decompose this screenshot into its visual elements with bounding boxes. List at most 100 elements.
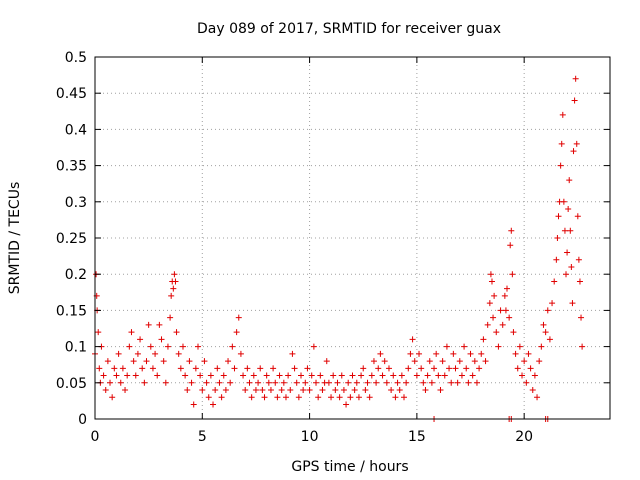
- data-point: [278, 387, 285, 394]
- data-point: [452, 365, 459, 372]
- data-point: [471, 358, 478, 365]
- data-point: [576, 278, 583, 285]
- data-point: [137, 336, 144, 343]
- data-point: [525, 350, 532, 357]
- data-point: [405, 365, 412, 372]
- data-point: [220, 372, 227, 379]
- y-tick-label: 0.45: [56, 86, 87, 102]
- data-point: [96, 365, 103, 372]
- data-point: [158, 336, 165, 343]
- data-point: [487, 271, 494, 278]
- data-point: [199, 387, 206, 394]
- data-point: [244, 365, 251, 372]
- data-point: [377, 350, 384, 357]
- x-axis-ticks: 0 5 10 15 20: [91, 57, 533, 445]
- data-point: [559, 111, 566, 118]
- data-point: [274, 394, 281, 401]
- data-point: [282, 394, 289, 401]
- data-point: [147, 343, 154, 350]
- data-point: [225, 358, 232, 365]
- data-point: [351, 387, 358, 394]
- data-point: [145, 321, 152, 328]
- data-point: [156, 321, 163, 328]
- data-point: [495, 343, 502, 350]
- data-point: [420, 379, 427, 386]
- data-point: [235, 314, 242, 321]
- data-point: [443, 343, 450, 350]
- data-point: [340, 387, 347, 394]
- data-point: [573, 140, 580, 147]
- data-point: [212, 387, 219, 394]
- data-point: [177, 365, 184, 372]
- data-point: [355, 394, 362, 401]
- data-point: [476, 365, 483, 372]
- data-point: [401, 394, 407, 401]
- data-point: [516, 343, 523, 350]
- data-point: [175, 350, 182, 357]
- data-point: [571, 97, 578, 104]
- data-point: [186, 358, 193, 365]
- data-point: [270, 365, 277, 372]
- data-point: [431, 365, 438, 372]
- data-point: [109, 394, 116, 401]
- data-point: [519, 372, 526, 379]
- data-point: [506, 314, 513, 321]
- data-point: [207, 372, 214, 379]
- y-tick-label: 0.3: [65, 195, 87, 211]
- data-point: [168, 292, 175, 299]
- data-point: [267, 387, 274, 394]
- data-point: [375, 365, 382, 372]
- data-point: [222, 387, 229, 394]
- data-point: [426, 358, 433, 365]
- data-point: [323, 358, 330, 365]
- data-point: [456, 358, 463, 365]
- data-point: [252, 387, 259, 394]
- data-point: [104, 358, 111, 365]
- data-point: [388, 387, 395, 394]
- data-point: [100, 372, 107, 379]
- data-point: [566, 177, 573, 184]
- data-point: [130, 358, 137, 365]
- data-point: [409, 336, 416, 343]
- y-tick-label: 0.5: [65, 50, 87, 66]
- data-point: [501, 292, 508, 299]
- data-point: [366, 394, 373, 401]
- data-point: [493, 329, 500, 336]
- data-point: [555, 213, 562, 220]
- data-point: [553, 256, 560, 263]
- data-point: [458, 372, 465, 379]
- data-point: [521, 358, 528, 365]
- data-point: [210, 401, 217, 408]
- data-point: [287, 387, 294, 394]
- data-point: [310, 343, 317, 350]
- data-point: [510, 329, 517, 336]
- data-point: [454, 379, 461, 386]
- data-point: [463, 365, 470, 372]
- data-point: [381, 358, 388, 365]
- data-point: [214, 365, 221, 372]
- x-tick-label: 5: [198, 429, 207, 445]
- data-point: [201, 358, 208, 365]
- y-tick-label: 0.1: [65, 340, 87, 356]
- data-point: [289, 350, 296, 357]
- data-point: [143, 358, 150, 365]
- y-tick-label: 0.4: [65, 122, 87, 138]
- data-point: [184, 387, 191, 394]
- data-point: [328, 394, 335, 401]
- data-point: [164, 343, 171, 350]
- data-point: [113, 372, 120, 379]
- data-point: [302, 379, 309, 386]
- data-point: [124, 372, 131, 379]
- data-point: [325, 379, 332, 386]
- data-point: [480, 336, 487, 343]
- data-point: [491, 292, 498, 299]
- data-point: [478, 350, 485, 357]
- data-point: [362, 387, 369, 394]
- data-point: [390, 372, 397, 379]
- data-point: [190, 401, 197, 408]
- data-point: [398, 372, 405, 379]
- data-point: [141, 379, 148, 386]
- x-tick-label: 20: [515, 429, 533, 445]
- data-point: [394, 379, 401, 386]
